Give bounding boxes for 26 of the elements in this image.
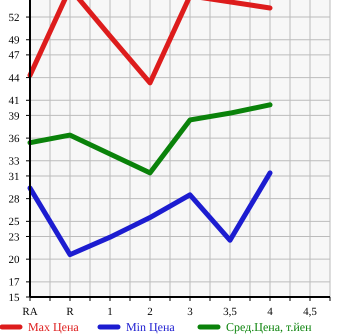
x-tick-label: RA — [22, 306, 38, 318]
legend-label: Сред.Цена, т.йен — [226, 320, 312, 334]
y-tick-label: 17 — [8, 276, 20, 289]
x-tick-label: R — [66, 306, 74, 318]
x-tick-label: 3,5 — [223, 306, 238, 318]
y-tick-label: 39 — [8, 110, 20, 122]
legend-label: Max Цена — [28, 320, 80, 334]
y-tick-label: 49 — [8, 34, 20, 47]
x-tick-label: 3 — [187, 306, 194, 318]
x-tick-label: 4,5 — [303, 306, 318, 318]
x-tick-label: 4 — [267, 306, 274, 318]
y-tick-label: 20 — [8, 254, 20, 266]
y-tick-label: 23 — [8, 231, 20, 244]
y-tick-label: 52 — [8, 12, 20, 24]
y-tick-label: 28 — [8, 193, 20, 206]
y-tick-label: 25 — [8, 216, 20, 228]
y-tick-label: 36 — [8, 132, 20, 145]
y-tick-label: 15 — [8, 292, 20, 304]
y-tick-label: 31 — [8, 170, 20, 183]
y-tick-label: 41 — [8, 95, 20, 108]
x-tick-label: 1 — [107, 306, 113, 318]
x-tick-label: 2 — [147, 306, 153, 318]
legend-label: Min Цена — [126, 320, 176, 334]
y-tick-label: 33 — [8, 156, 20, 168]
y-tick-label: 47 — [8, 50, 20, 62]
y-tick-label: 44 — [8, 72, 20, 84]
